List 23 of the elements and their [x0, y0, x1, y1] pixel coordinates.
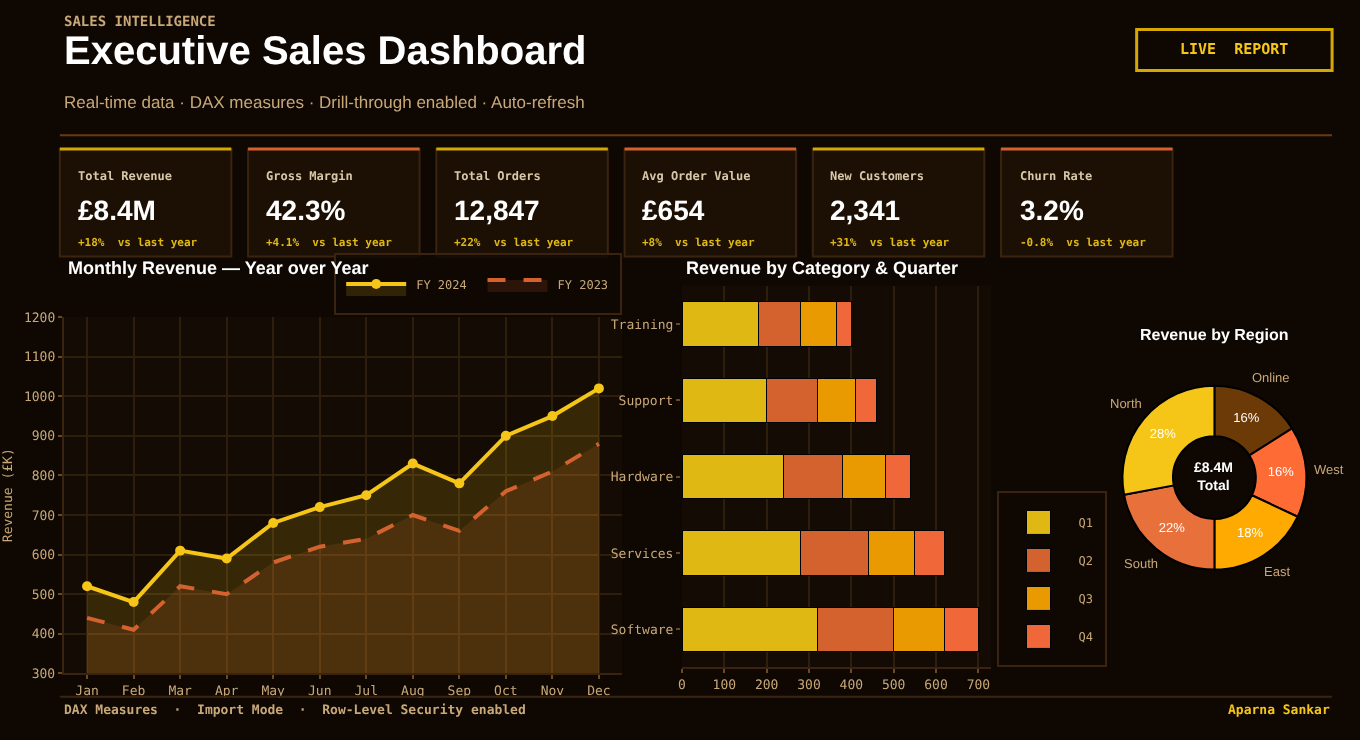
point — [128, 597, 139, 608]
point — [454, 478, 465, 489]
text: Executive Sales Dashboard — [64, 30, 587, 74]
text: £654 — [642, 194, 705, 226]
point — [82, 581, 93, 592]
point — [361, 490, 372, 501]
point — [314, 502, 325, 513]
text: 42.3% — [266, 194, 347, 226]
point — [547, 411, 558, 422]
text: 12,847 — [454, 194, 541, 226]
text: £8.4M — [78, 194, 156, 226]
text: Real-time data · DAX measures · Drill-through enabled · Auto-refresh — [64, 92, 586, 112]
point — [500, 430, 511, 441]
point — [407, 458, 418, 469]
chart-title: Monthly Revenue — Year over Year — [68, 258, 370, 278]
point — [175, 545, 186, 556]
point — [221, 553, 232, 564]
text: 2,341 — [830, 194, 901, 226]
point — [268, 517, 279, 528]
point — [593, 383, 604, 394]
text: 3.2% — [1020, 194, 1085, 226]
chart-title: Revenue by Category & Quarter — [686, 258, 960, 278]
chart-title: Revenue by Region — [1140, 326, 1289, 344]
